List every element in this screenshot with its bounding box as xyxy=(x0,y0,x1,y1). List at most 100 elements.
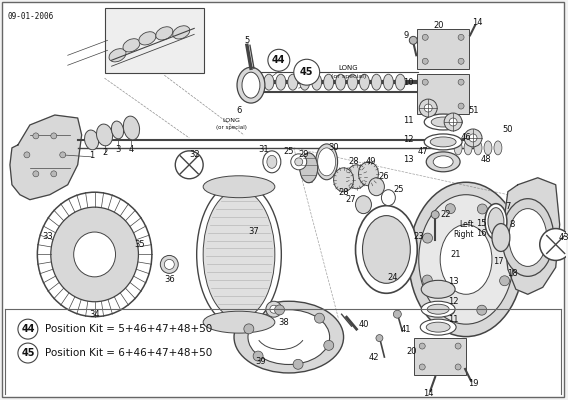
Text: 43: 43 xyxy=(558,233,568,242)
Text: (or special): (or special) xyxy=(216,126,247,130)
Circle shape xyxy=(540,228,568,260)
Text: 45: 45 xyxy=(21,348,35,358)
Ellipse shape xyxy=(237,67,265,103)
Ellipse shape xyxy=(488,208,504,236)
Circle shape xyxy=(176,151,203,179)
Circle shape xyxy=(51,133,57,139)
Text: 1: 1 xyxy=(89,151,94,160)
Text: 17: 17 xyxy=(492,257,503,266)
FancyBboxPatch shape xyxy=(417,74,469,114)
Ellipse shape xyxy=(430,137,456,147)
Circle shape xyxy=(500,234,510,244)
Text: 29: 29 xyxy=(299,150,309,159)
Text: 14: 14 xyxy=(472,18,482,27)
Ellipse shape xyxy=(156,27,173,40)
Text: 33: 33 xyxy=(43,232,53,241)
Ellipse shape xyxy=(203,190,275,319)
Polygon shape xyxy=(503,178,559,294)
Text: 13: 13 xyxy=(448,277,458,286)
Circle shape xyxy=(33,171,39,177)
Ellipse shape xyxy=(139,32,156,45)
Text: 5: 5 xyxy=(244,36,249,45)
Text: 38: 38 xyxy=(278,318,289,327)
Ellipse shape xyxy=(264,74,274,90)
Text: 44: 44 xyxy=(272,55,286,65)
Circle shape xyxy=(274,305,285,315)
Ellipse shape xyxy=(123,39,140,52)
Circle shape xyxy=(394,310,402,318)
Ellipse shape xyxy=(360,74,369,90)
Text: 47: 47 xyxy=(418,147,428,156)
Circle shape xyxy=(315,313,324,323)
Ellipse shape xyxy=(123,116,140,140)
Text: 30: 30 xyxy=(328,143,339,152)
Ellipse shape xyxy=(356,196,371,214)
Ellipse shape xyxy=(300,153,318,183)
Ellipse shape xyxy=(409,182,523,337)
Text: 2: 2 xyxy=(102,148,107,157)
Text: Right: Right xyxy=(453,230,474,239)
Circle shape xyxy=(51,171,57,177)
Text: 6: 6 xyxy=(236,106,242,114)
Ellipse shape xyxy=(333,168,353,192)
Text: 20: 20 xyxy=(433,21,444,30)
Ellipse shape xyxy=(454,141,462,155)
Ellipse shape xyxy=(324,74,333,90)
Ellipse shape xyxy=(358,162,378,186)
Circle shape xyxy=(458,79,464,85)
Circle shape xyxy=(24,152,30,158)
Ellipse shape xyxy=(267,155,277,168)
Circle shape xyxy=(60,152,66,158)
FancyBboxPatch shape xyxy=(105,8,204,73)
Ellipse shape xyxy=(484,141,492,155)
Text: Position Kit = 6+46+47+48+50: Position Kit = 6+46+47+48+50 xyxy=(45,348,212,358)
Ellipse shape xyxy=(74,232,115,277)
Circle shape xyxy=(253,351,263,361)
Circle shape xyxy=(458,34,464,40)
Ellipse shape xyxy=(426,322,450,332)
Circle shape xyxy=(445,305,455,315)
Ellipse shape xyxy=(433,156,453,168)
Ellipse shape xyxy=(288,74,298,90)
Ellipse shape xyxy=(444,113,462,131)
Text: 21: 21 xyxy=(451,250,461,259)
Text: 22: 22 xyxy=(440,210,450,219)
Ellipse shape xyxy=(362,216,410,283)
Circle shape xyxy=(294,59,320,85)
Ellipse shape xyxy=(474,141,482,155)
Text: 18: 18 xyxy=(508,269,518,278)
Text: 28: 28 xyxy=(339,188,349,197)
Circle shape xyxy=(458,58,464,64)
Text: 13: 13 xyxy=(403,155,414,164)
Text: 37: 37 xyxy=(249,227,260,236)
Circle shape xyxy=(423,275,432,285)
Text: (or special): (or special) xyxy=(331,74,366,79)
Text: 15: 15 xyxy=(476,219,486,228)
Circle shape xyxy=(422,103,428,109)
Ellipse shape xyxy=(502,199,554,276)
Text: 50: 50 xyxy=(503,126,513,134)
Text: 23: 23 xyxy=(413,232,424,241)
Ellipse shape xyxy=(263,151,281,173)
Ellipse shape xyxy=(383,74,394,90)
Ellipse shape xyxy=(382,190,395,206)
Ellipse shape xyxy=(300,74,310,90)
Text: 40: 40 xyxy=(358,320,369,329)
Ellipse shape xyxy=(371,74,382,90)
Ellipse shape xyxy=(424,104,432,112)
Circle shape xyxy=(18,343,38,363)
Ellipse shape xyxy=(37,192,152,317)
Text: 4: 4 xyxy=(129,145,134,154)
Text: 7: 7 xyxy=(505,202,511,211)
Ellipse shape xyxy=(276,74,286,90)
Circle shape xyxy=(422,79,428,85)
Circle shape xyxy=(422,58,428,64)
Ellipse shape xyxy=(348,74,357,90)
Text: LONG: LONG xyxy=(339,65,358,71)
Text: 10: 10 xyxy=(403,78,414,87)
Text: 20: 20 xyxy=(406,346,416,356)
Ellipse shape xyxy=(424,114,462,130)
Circle shape xyxy=(376,335,383,342)
Ellipse shape xyxy=(449,118,457,126)
Text: 46: 46 xyxy=(461,134,471,142)
